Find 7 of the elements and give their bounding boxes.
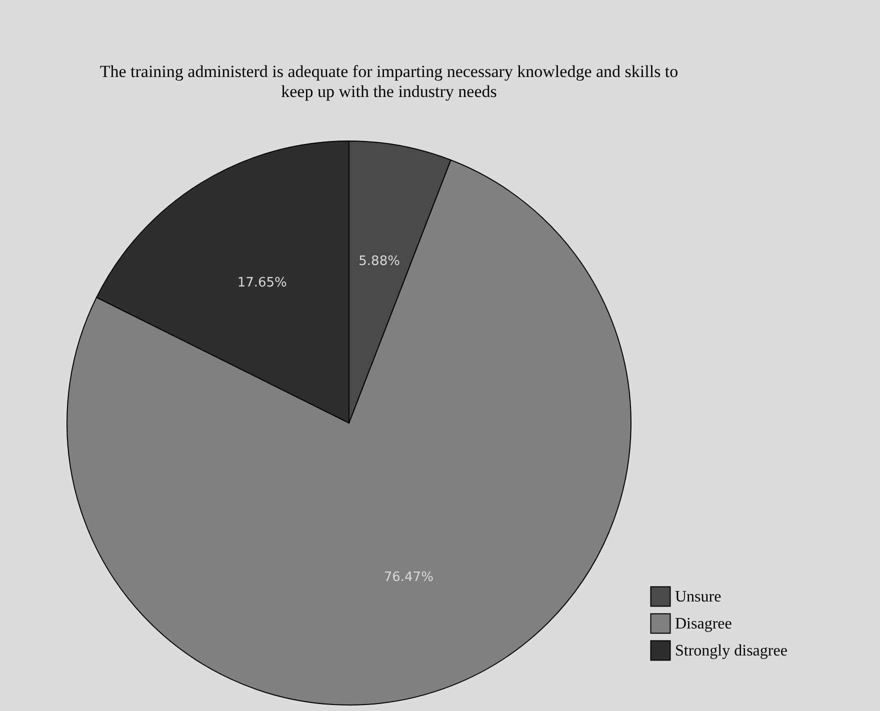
data-label: 76.47% — [384, 570, 434, 585]
data-label: 5.88% — [358, 254, 400, 269]
data-label: 17.65% — [237, 276, 287, 291]
chart-title: The training administerd is adequate for imparting necessary knowledge and skills to keep up with the industry needs — [100, 62, 678, 101]
legend-label: Disagree — [675, 616, 732, 632]
legend-label: Unsure — [675, 588, 722, 606]
legend-label: Strongly disagree — [675, 642, 788, 660]
